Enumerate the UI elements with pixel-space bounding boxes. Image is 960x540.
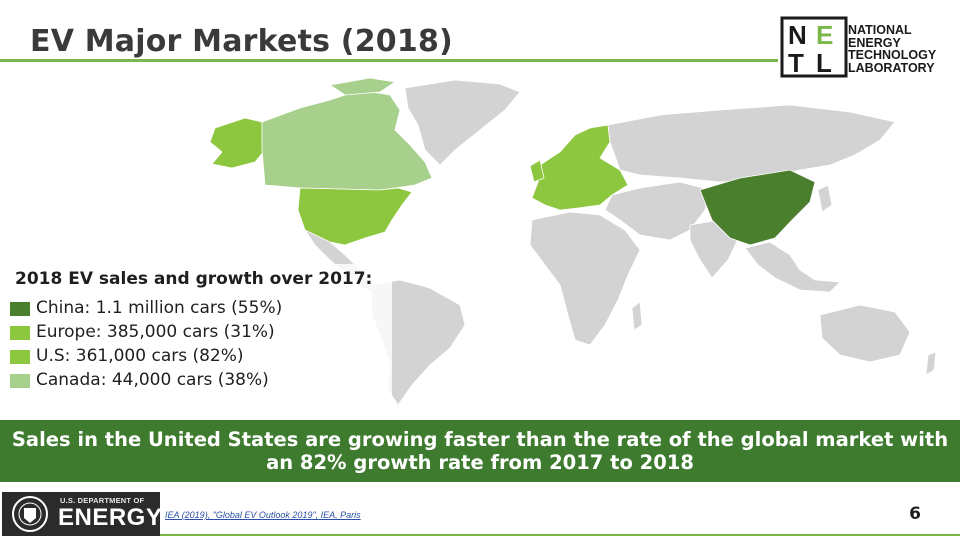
logo-letter-n: N <box>788 20 807 50</box>
footer-divider <box>160 534 960 536</box>
footer: U.S. DEPARTMENT OF ENERGY IEA (2019), "G… <box>0 486 960 540</box>
map-europe <box>531 124 629 211</box>
doe-logo: U.S. DEPARTMENT OF ENERGY <box>2 492 163 536</box>
page-number: 6 <box>909 504 921 524</box>
map-russia <box>607 104 896 183</box>
logo-word-energy: ENERGY <box>848 35 901 50</box>
logo-letter-l: L <box>816 48 832 78</box>
map-new-zealand <box>925 351 937 376</box>
doe-logo-small-text: U.S. DEPARTMENT OF <box>60 496 145 505</box>
netl-logo-words: NATIONAL ENERGY TECHNOLOGY LABORATORY <box>848 24 936 74</box>
doe-logo-big-text: ENERGY <box>58 504 163 531</box>
summary-banner: Sales in the United States are growing f… <box>0 420 960 482</box>
doe-seal-icon <box>12 496 48 532</box>
map-alaska <box>209 117 266 169</box>
legend-heading: 2018 EV sales and growth over 2017: <box>15 269 373 289</box>
map-africa <box>529 211 641 346</box>
legend-swatch-us <box>10 350 30 364</box>
map-southeast-asia <box>744 241 841 293</box>
legend: 2018 EV sales and growth over 2017: Chin… <box>10 264 392 400</box>
legend-label-us: U.S: 361,000 cars (82%) <box>36 346 244 366</box>
logo-letter-e: E <box>816 20 833 50</box>
logo-word-laboratory: LABORATORY <box>848 60 935 75</box>
summary-banner-text: Sales in the United States are growing f… <box>11 428 949 474</box>
slide-title: EV Major Markets (2018) <box>30 24 453 59</box>
legend-label-china: China: 1.1 million cars (55%) <box>36 298 283 318</box>
world-map <box>209 77 937 406</box>
logo-letter-t: T <box>788 48 804 78</box>
legend-swatch-europe <box>10 326 30 340</box>
map-china <box>699 169 816 246</box>
map-greenland <box>404 79 521 166</box>
legend-swatch-canada <box>10 374 30 388</box>
map-japan <box>817 184 833 213</box>
legend-swatch-china <box>10 302 30 316</box>
map-uk <box>529 159 545 183</box>
map-australia <box>819 304 911 363</box>
logo-word-technology: TECHNOLOGY <box>848 48 937 62</box>
logo-word-national: NATIONAL <box>848 23 912 37</box>
netl-logo: N E T L <box>780 16 848 78</box>
citation-link[interactable]: IEA (2019), "Global EV Outlook 2019", IE… <box>165 510 361 520</box>
map-canada <box>261 89 433 191</box>
map-arctic-islands <box>328 77 397 96</box>
legend-label-canada: Canada: 44,000 cars (38%) <box>36 370 269 390</box>
title-underline <box>0 59 778 62</box>
legend-label-europe: Europe: 385,000 cars (31%) <box>36 322 275 342</box>
map-madagascar <box>631 301 643 331</box>
